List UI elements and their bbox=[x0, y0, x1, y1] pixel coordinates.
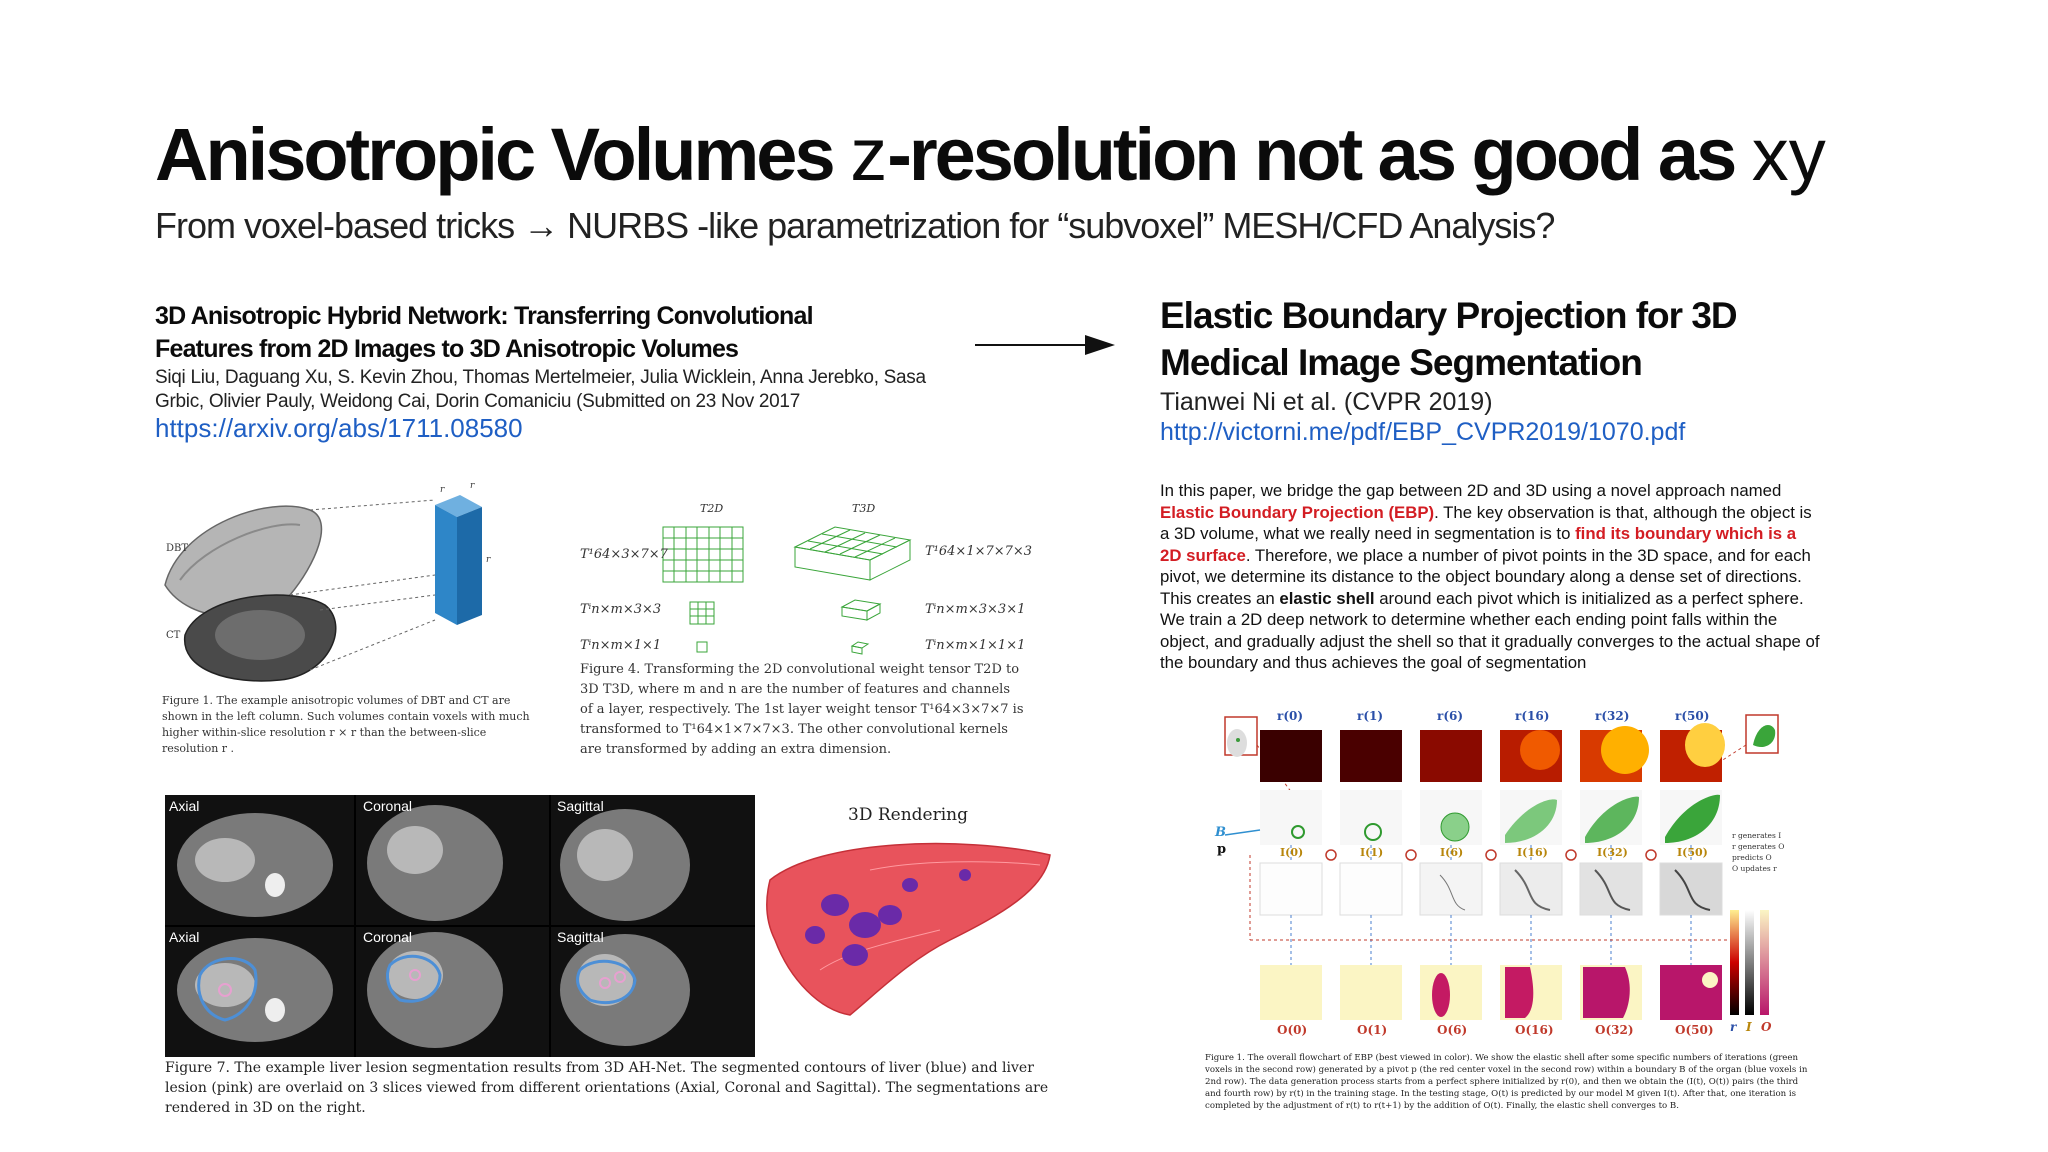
arrow-right-icon bbox=[975, 335, 1115, 355]
ebp-label-i6: I(6) bbox=[1440, 846, 1464, 859]
fig1-label-ct: CT bbox=[166, 630, 181, 641]
fig7-label-axial-top: Axial bbox=[169, 798, 200, 814]
ebp-label-r50: r(50) bbox=[1675, 709, 1710, 723]
ebp-label-r1: r(1) bbox=[1357, 709, 1384, 723]
ebp-label-i32: I(32) bbox=[1597, 846, 1628, 859]
ebp-label-i0: I(0) bbox=[1280, 846, 1304, 859]
fig4-kernel-3x3-2d: Tⁱn×m×3×3 bbox=[580, 602, 662, 617]
ebp-colorbar-label-o: O bbox=[1761, 1020, 1772, 1034]
fig4-grids bbox=[662, 526, 912, 655]
fig4-kernel-first-3d: T¹64×1×7×7×3 bbox=[925, 544, 1033, 559]
ebp-label-i50: I(50) bbox=[1677, 846, 1708, 859]
ebp-label-r0: r(0) bbox=[1277, 709, 1304, 723]
fig1-volumes-illustration bbox=[164, 495, 482, 682]
fig4-label-t2d: T2D bbox=[700, 502, 724, 515]
fig4-kernel-1x1-3d: Tⁱn×m×1×1×1 bbox=[925, 638, 1026, 653]
fig1-anisotropic-volumes: DBT CT r r r Figure 1. The example aniso… bbox=[160, 481, 540, 755]
left-paper-link[interactable]: https://arxiv.org/abs/1711.08580 bbox=[155, 413, 523, 443]
fig4-kernel-3x3-3d: Tⁱn×m×3×3×1 bbox=[925, 602, 1026, 617]
left-paper-title: 3D Anisotropic Hybrid Network: Transferr… bbox=[155, 302, 814, 363]
ebp-label-r32: r(32) bbox=[1595, 709, 1630, 723]
ebp-label-pivot: p bbox=[1217, 842, 1227, 857]
fig7-label-sagittal-top: Sagittal bbox=[557, 798, 604, 814]
ebp-label-i16: I(16) bbox=[1517, 846, 1548, 859]
right-paper-abstract: In this paper, we bridge the gap between… bbox=[1160, 481, 1820, 672]
fig7-ct-slices: Axial Coronal Sagittal Axial Coronal Sag… bbox=[165, 795, 755, 1057]
ebp-colorbar-label-i: I bbox=[1746, 1020, 1752, 1034]
fig4-label-t3d: T3D bbox=[852, 502, 876, 515]
fig4-weight-transform: T2D T3D T¹64×3×7×7 T¹64×1×7×7×3 Tⁱn×m×3×… bbox=[580, 502, 1032, 762]
ebp-figure-caption: Figure 1. The overall flowchart of EBP (… bbox=[1205, 1053, 1808, 1111]
ebp-label-o1: O(1) bbox=[1357, 1023, 1388, 1037]
fig7-label-axial-bottom: Axial bbox=[169, 929, 200, 945]
ebp-label-o50: O(50) bbox=[1675, 1023, 1714, 1037]
fig7-label-coronal-top: Coronal bbox=[363, 798, 413, 814]
fig1-label-rx: r bbox=[440, 485, 445, 495]
ebp-label-r6: r(6) bbox=[1437, 709, 1464, 723]
fig1-label-rz: r bbox=[486, 555, 491, 565]
ebp-label-o6: O(6) bbox=[1437, 1023, 1468, 1037]
ebp-flowchart-illustration bbox=[1224, 714, 1779, 1020]
fig7-label-coronal-bottom: Coronal bbox=[363, 929, 413, 945]
ebp-label-i1: I(1) bbox=[1360, 846, 1384, 859]
fig7-rendering-label: 3D Rendering bbox=[848, 805, 968, 825]
right-paper-authors: Tianwei Ni et al. (CVPR 2019) bbox=[1160, 388, 1493, 416]
fig4-kernel-first-2d: T¹64×3×7×7 bbox=[580, 547, 668, 562]
fig7-label-sagittal-bottom: Sagittal bbox=[557, 929, 604, 945]
ebp-legend-item: r generates I bbox=[1732, 831, 1782, 840]
ebp-label-o32: O(32) bbox=[1595, 1023, 1634, 1037]
ebp-legend-item: O updates r bbox=[1732, 864, 1777, 873]
ebp-flowchart-figure: r(0) r(1) r(6) r(16) r(32) r(50) I(0) I(… bbox=[1205, 705, 1805, 1055]
ebp-label-o16: O(16) bbox=[1515, 1023, 1554, 1037]
ebp-legend-item: r generates O bbox=[1732, 842, 1785, 851]
ebp-label-boundary: B bbox=[1215, 825, 1226, 840]
fig1-label-ry: r bbox=[470, 481, 475, 491]
fig7-caption: Figure 7. The example liver lesion segme… bbox=[165, 1060, 1049, 1116]
fig7-liver-rendering bbox=[765, 842, 1051, 1016]
left-paper-authors: Siqi Liu, Daguang Xu, S. Kevin Zhou, Tho… bbox=[155, 367, 926, 412]
slide-title: Anisotropic Volumes z-resolution not as … bbox=[155, 113, 1826, 196]
right-paper-title: Elastic Boundary Projection for 3D Medic… bbox=[1160, 295, 1738, 383]
ebp-label-o0: O(0) bbox=[1277, 1023, 1308, 1037]
fig1-label-dbt: DBT bbox=[166, 543, 189, 554]
ebp-legend: r generates I r generates O predicts O O… bbox=[1732, 830, 1784, 874]
fig1-caption: Figure 1. The example anisotropic volume… bbox=[162, 694, 530, 755]
fig4-caption: Figure 4. Transforming the 2D convolutio… bbox=[580, 662, 1024, 757]
fig7-slices-illustration bbox=[165, 795, 755, 1057]
right-paper-link[interactable]: http://victorni.me/pdf/EBP_CVPR2019/1070… bbox=[1160, 418, 1686, 446]
slide-subtitle: From voxel-based tricks → NURBS -like pa… bbox=[155, 205, 1555, 246]
ebp-colorbar-label-r: r bbox=[1730, 1020, 1737, 1034]
ebp-legend-item: predicts O bbox=[1732, 853, 1772, 862]
ebp-label-r16: r(16) bbox=[1515, 709, 1550, 723]
fig4-kernel-1x1-2d: Tⁱn×m×1×1 bbox=[580, 638, 662, 653]
